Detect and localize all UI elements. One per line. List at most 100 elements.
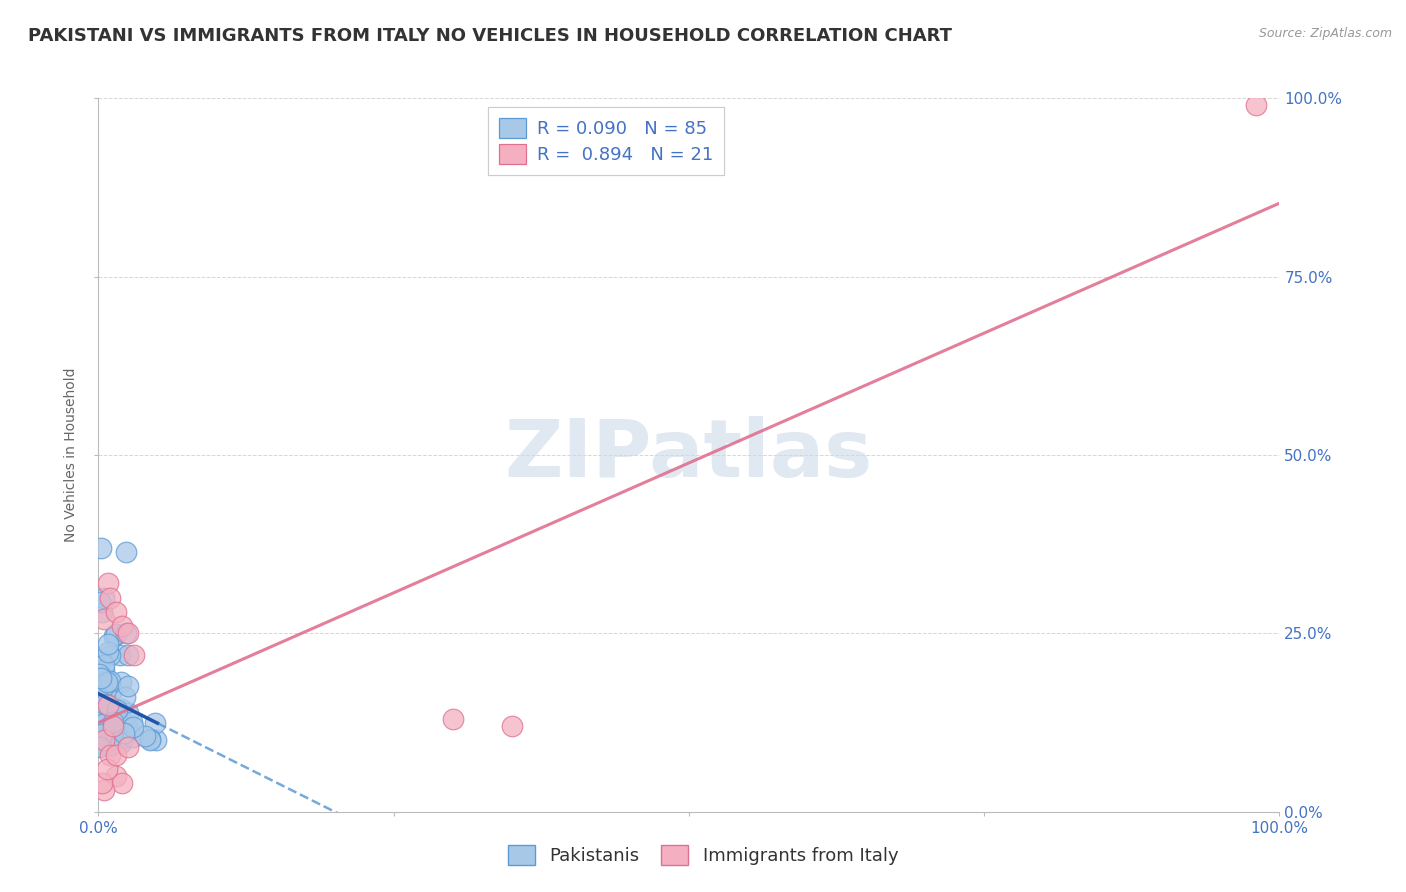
Point: [98, 732, 121, 747]
Point: [97, 739, 120, 753]
Point: [93, 730, 115, 744]
Point: [93, 657, 115, 672]
Point: [441, 712, 464, 726]
Point: [91, 730, 114, 744]
Point: [105, 747, 128, 762]
Point: [111, 776, 134, 790]
Legend: Pakistanis, Immigrants from Italy: Pakistanis, Immigrants from Italy: [499, 836, 907, 874]
Point: [91, 739, 114, 753]
Point: [110, 736, 132, 750]
Text: ZIPatlas: ZIPatlas: [505, 416, 873, 494]
Point: [101, 733, 124, 747]
Legend: R = 0.090   N = 85, R =  0.894   N = 21: R = 0.090 N = 85, R = 0.894 N = 21: [488, 107, 724, 175]
Point: [97, 576, 120, 591]
Point: [91, 671, 114, 685]
Point: [122, 648, 145, 662]
Point: [90, 678, 112, 692]
Point: [96, 737, 118, 751]
Point: [97, 731, 120, 746]
Point: [105, 703, 128, 717]
Point: [111, 619, 134, 633]
Point: [97, 645, 120, 659]
Point: [110, 702, 132, 716]
Point: [105, 709, 128, 723]
Point: [117, 626, 139, 640]
Point: [98, 674, 121, 689]
Point: [98, 731, 121, 746]
Point: [100, 738, 122, 752]
Point: [96, 762, 118, 776]
Point: [105, 769, 128, 783]
Point: [89, 595, 111, 609]
Point: [97, 637, 120, 651]
Point: [94, 697, 117, 711]
Point: [94, 717, 117, 731]
Point: [91, 680, 114, 694]
Point: [114, 690, 136, 705]
Point: [90, 671, 112, 685]
Point: [90, 734, 112, 748]
Point: [117, 648, 139, 662]
Point: [93, 718, 115, 732]
Point: [100, 726, 122, 740]
Point: [117, 706, 139, 720]
Point: [112, 731, 135, 746]
Point: [93, 690, 115, 705]
Point: [93, 717, 115, 731]
Point: [139, 733, 162, 747]
Point: [101, 719, 124, 733]
Point: [91, 605, 114, 619]
Point: [90, 541, 112, 555]
Point: [101, 714, 124, 729]
Y-axis label: No Vehicles in Household: No Vehicles in Household: [65, 368, 79, 542]
Point: [143, 716, 166, 731]
Point: [87, 739, 110, 753]
Point: [87, 690, 110, 705]
Point: [93, 612, 115, 626]
Point: [89, 739, 111, 754]
Point: [121, 714, 143, 729]
Point: [117, 740, 139, 755]
Point: [87, 698, 110, 713]
Point: [87, 658, 110, 673]
Point: [145, 733, 167, 747]
Point: [91, 776, 114, 790]
Point: [122, 721, 145, 735]
Point: [90, 727, 112, 741]
Point: [117, 679, 139, 693]
Point: [100, 682, 122, 697]
Point: [94, 715, 117, 730]
Point: [93, 710, 115, 724]
Point: [90, 655, 112, 669]
Point: [94, 738, 117, 752]
Point: [139, 731, 162, 746]
Point: [104, 627, 127, 641]
Point: [93, 733, 115, 747]
Point: [110, 675, 132, 690]
Point: [115, 626, 138, 640]
Point: [114, 545, 136, 559]
Point: [93, 664, 115, 678]
Point: [93, 591, 115, 605]
Point: [94, 696, 117, 710]
Text: PAKISTANI VS IMMIGRANTS FROM ITALY NO VEHICLES IN HOUSEHOLD CORRELATION CHART: PAKISTANI VS IMMIGRANTS FROM ITALY NO VE…: [28, 27, 952, 45]
Point: [1244, 98, 1267, 112]
Point: [93, 783, 115, 797]
Point: [90, 727, 112, 741]
Point: [91, 706, 114, 721]
Point: [98, 676, 121, 690]
Text: Source: ZipAtlas.com: Source: ZipAtlas.com: [1258, 27, 1392, 40]
Point: [112, 726, 135, 740]
Point: [96, 698, 118, 712]
Point: [90, 674, 112, 689]
Point: [501, 719, 523, 733]
Point: [90, 715, 112, 730]
Point: [98, 591, 121, 605]
Point: [89, 681, 111, 696]
Point: [110, 713, 132, 727]
Point: [103, 629, 125, 643]
Point: [97, 698, 120, 712]
Point: [91, 709, 114, 723]
Point: [94, 731, 117, 745]
Point: [115, 720, 138, 734]
